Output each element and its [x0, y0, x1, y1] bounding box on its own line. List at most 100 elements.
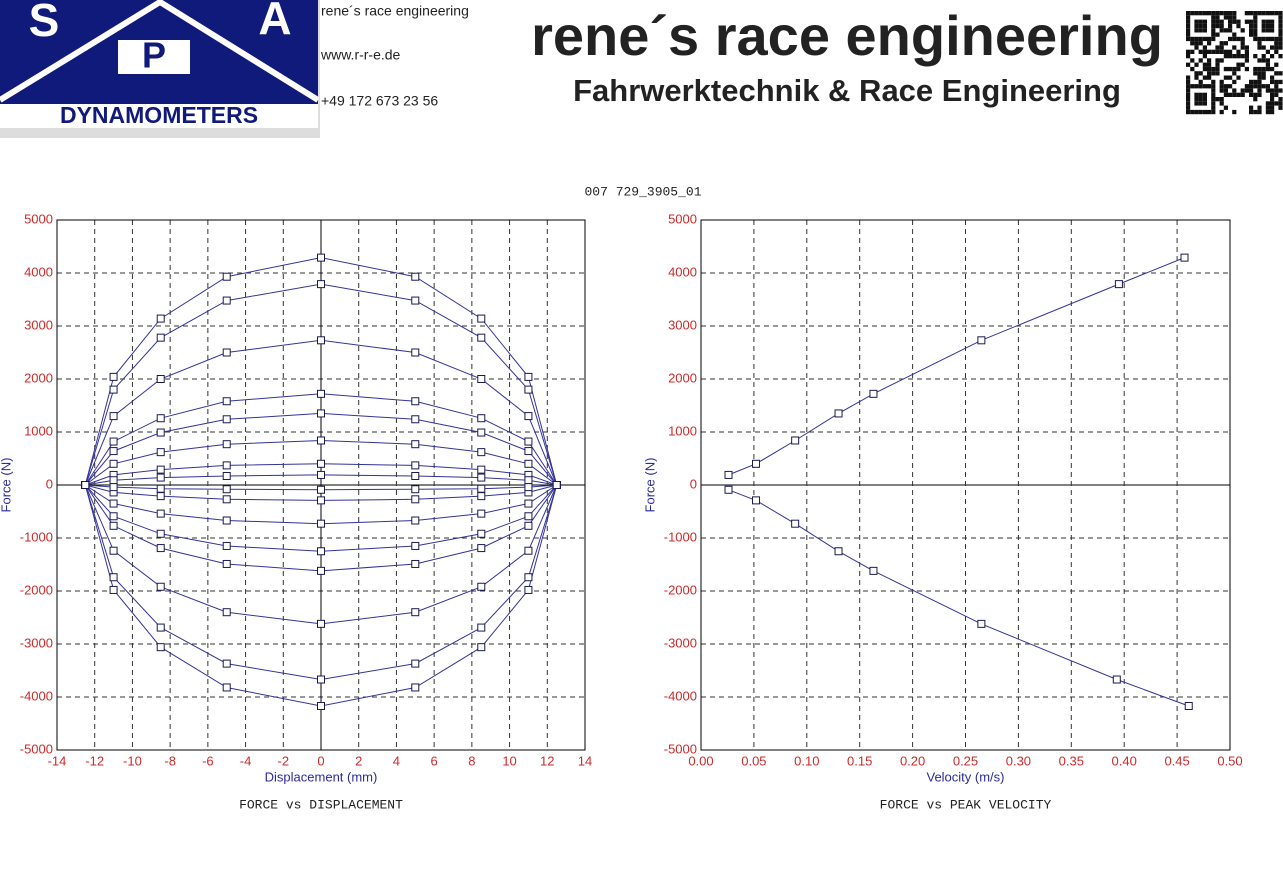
qr-module — [1228, 23, 1233, 29]
qr-module — [1202, 49, 1207, 54]
point — [752, 459, 761, 468]
qr-module — [1219, 97, 1224, 102]
x-tick-label: 0.30 — [1006, 753, 1031, 768]
qr-module — [1232, 36, 1237, 42]
point — [411, 415, 420, 424]
qr-module — [1270, 109, 1275, 115]
x-tick-label: -12 — [85, 753, 104, 768]
qr-module — [1278, 23, 1283, 29]
qr-module — [1261, 19, 1266, 24]
qr-module — [1219, 84, 1224, 89]
point — [411, 471, 420, 480]
qr-module — [1232, 66, 1237, 72]
qr-module — [1198, 11, 1203, 16]
point — [109, 385, 118, 394]
qr-module — [1257, 45, 1262, 50]
contact-line: +49 172 673 23 56 — [321, 93, 438, 109]
qr-module — [1244, 54, 1249, 59]
point — [109, 476, 118, 485]
point — [411, 348, 420, 357]
qr-module — [1215, 15, 1220, 20]
point — [477, 529, 486, 538]
point — [109, 483, 118, 492]
qr-module — [1244, 49, 1249, 54]
qr-module — [1223, 49, 1228, 54]
qr-module — [1202, 11, 1207, 16]
qr-module — [1194, 84, 1199, 89]
point — [222, 541, 231, 550]
logo: S P A DYNAMOMETERS — [0, 0, 320, 138]
y-tick-label: -4000 — [20, 688, 53, 703]
point — [317, 253, 325, 262]
point — [524, 573, 533, 582]
point — [317, 409, 325, 418]
y-tick-label: 5000 — [24, 211, 53, 226]
qr-module — [1215, 71, 1220, 76]
qr-module — [1186, 101, 1191, 106]
qr-module — [1207, 71, 1212, 76]
qr-module — [1207, 84, 1212, 89]
qr-module — [1236, 62, 1241, 67]
qr-module — [1198, 28, 1203, 33]
qr-module — [1223, 75, 1228, 80]
qr-module — [1223, 11, 1228, 16]
qr-module — [1274, 92, 1279, 97]
x-tick-label: 0.05 — [741, 753, 766, 768]
qr-module — [1253, 71, 1258, 76]
point — [222, 485, 231, 494]
qr-module — [1270, 75, 1275, 80]
qr-module — [1253, 79, 1258, 85]
qr-module — [1249, 11, 1254, 16]
qr-module — [1202, 23, 1207, 29]
point — [411, 516, 420, 525]
qr-module — [1198, 19, 1203, 24]
qr-module — [1278, 79, 1283, 85]
qr-module — [1219, 49, 1224, 54]
qr-module — [1223, 41, 1228, 46]
qr-module — [1253, 15, 1258, 20]
qr-module — [1240, 54, 1245, 59]
qr-module — [1249, 79, 1254, 85]
qr-module — [1211, 97, 1216, 102]
qr-module — [1211, 79, 1216, 85]
point — [109, 447, 118, 456]
point — [156, 484, 165, 493]
qr-module — [1186, 92, 1191, 97]
qr-module — [1244, 66, 1249, 72]
qr-module — [1211, 92, 1216, 97]
point — [524, 499, 533, 508]
qr-module — [1186, 109, 1191, 115]
x-tick-label: 0.35 — [1059, 753, 1084, 768]
qr-module — [1215, 45, 1220, 50]
qr-module — [1274, 62, 1279, 67]
qr-module — [1232, 45, 1237, 50]
qr-module — [1265, 62, 1270, 67]
qr-module — [1202, 36, 1207, 42]
qr-module — [1253, 28, 1258, 33]
qr-module — [1219, 58, 1224, 63]
qr-module — [1253, 11, 1258, 16]
brand-subtitle: Fahrwerktechnik & Race Engineering — [573, 73, 1121, 108]
qr-module — [1186, 105, 1191, 110]
brand-title: rene´s race engineering — [531, 4, 1163, 67]
point — [317, 702, 325, 711]
point — [317, 547, 325, 556]
qr-module — [1198, 36, 1203, 42]
x-tick-label: 4 — [393, 753, 400, 768]
qr-module — [1274, 79, 1279, 85]
qr-module — [1207, 41, 1212, 46]
point — [411, 440, 420, 449]
qr-module — [1236, 54, 1241, 59]
qr-module — [1274, 45, 1279, 50]
qr-module — [1223, 88, 1228, 93]
qr-module — [1223, 84, 1228, 89]
qr-module — [1261, 66, 1266, 72]
qr-module — [1244, 19, 1249, 24]
qr-module — [1261, 23, 1266, 29]
point — [791, 436, 800, 445]
plot-frame — [56, 219, 586, 751]
qr-module — [1265, 28, 1270, 33]
qr-module — [1198, 58, 1203, 63]
qr-module — [1244, 84, 1249, 89]
qr-module — [1211, 32, 1216, 37]
